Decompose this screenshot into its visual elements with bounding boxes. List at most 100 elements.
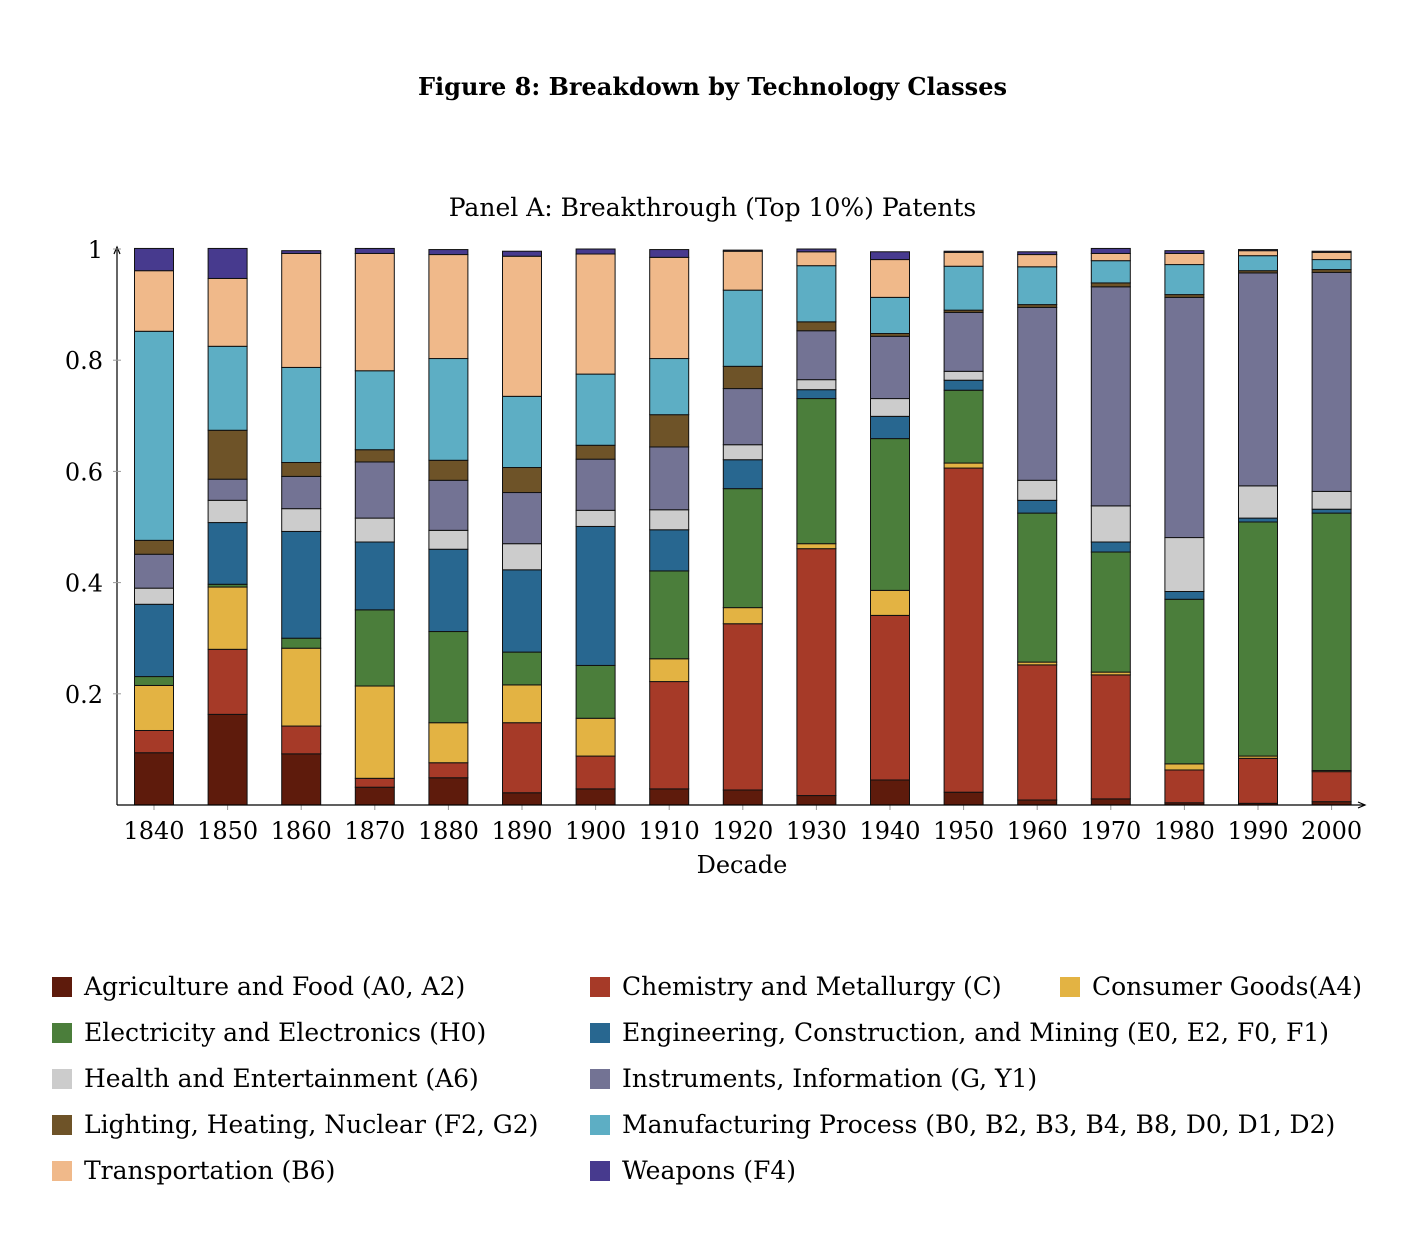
bar-segment-1910-9 — [649, 256, 690, 360]
bar-segment-1950-1 — [943, 467, 984, 793]
legend-label: Health and Entertainment (A6) — [84, 1064, 479, 1093]
bar-segment-1980-10 — [1164, 250, 1205, 254]
bar-segment-1960-0 — [1017, 799, 1058, 806]
bar-segment-1840-3 — [134, 676, 174, 686]
y-axis-arrow — [113, 245, 121, 255]
bar-segment-1960-4 — [1017, 499, 1058, 514]
bar-segment-1920-0 — [722, 789, 763, 806]
bar-segment-2000-6 — [1311, 271, 1352, 492]
x-tick-label: 1900 — [565, 817, 626, 845]
bar-segment-1900-2 — [575, 717, 616, 757]
x-tick-label: 1970 — [1080, 817, 1141, 845]
bar-segment-1930-1 — [796, 548, 837, 797]
x-tick-label: 1840 — [123, 817, 184, 845]
legend-swatch — [52, 1160, 72, 1181]
bar-segment-1850-0 — [207, 713, 248, 806]
bar-segment-2000-9 — [1311, 251, 1352, 261]
bar-segment-1970-4 — [1090, 541, 1131, 553]
legend-swatch — [590, 1114, 610, 1135]
bar-segment-1980-2 — [1164, 763, 1205, 771]
bar-segment-1900-9 — [575, 253, 616, 375]
bar-segment-1910-1 — [649, 681, 690, 790]
bar-segment-1910-5 — [649, 509, 690, 531]
bar-segment-1860-1 — [281, 725, 322, 755]
bar-segment-1900-4 — [575, 525, 616, 666]
y-tick-label: 1 — [88, 236, 103, 264]
bar-segment-1840-7 — [134, 539, 174, 555]
chart-title: Panel A: Breakthrough (Top 10%) Patents — [0, 193, 1425, 222]
bar-segment-1910-4 — [649, 529, 690, 572]
bar-segment-1910-2 — [649, 658, 690, 683]
bar-segment-1870-7 — [354, 449, 395, 463]
bar-segment-1920-7 — [722, 365, 763, 390]
y-tick-label: 0.4 — [65, 570, 103, 598]
y-tick-label: 0.2 — [65, 681, 103, 709]
bar-segment-1920-10 — [722, 249, 763, 252]
legend-label: Electricity and Electronics (H0) — [84, 1018, 487, 1047]
bar-segment-1990-5 — [1238, 485, 1278, 519]
bar-segment-1970-10 — [1090, 247, 1131, 254]
bar-segment-1980-5 — [1164, 537, 1205, 592]
bar-segment-1890-10 — [502, 250, 542, 257]
bar-segment-1920-6 — [722, 388, 763, 446]
bar-segment-1870-0 — [354, 786, 395, 806]
bar-segment-1840-8 — [134, 330, 174, 541]
figure-title: Figure 8: Breakdown by Technology Classe… — [418, 72, 1007, 101]
legend-swatch — [52, 1068, 72, 1089]
bar-segment-1910-7 — [649, 414, 690, 448]
bar-segment-1970-0 — [1090, 798, 1131, 806]
bar-segment-1940-8 — [870, 296, 910, 335]
bar-segment-2000-8 — [1311, 259, 1352, 271]
bar-segment-1950-5 — [943, 370, 984, 381]
legend-item: Engineering, Construction, and Mining (E… — [590, 1018, 1329, 1047]
legend-label: Engineering, Construction, and Mining (E… — [622, 1018, 1329, 1047]
bar-segment-1890-0 — [502, 792, 542, 806]
bar-segment-1880-3 — [428, 631, 469, 724]
legend-label: Weapons (F4) — [622, 1156, 797, 1185]
x-tick-label: 1870 — [344, 817, 405, 845]
legend-item: Consumer Goods(A4) — [1060, 972, 1362, 1001]
chart-title-text: Panel A: Breakthrough (Top 10%) Patents — [448, 193, 977, 222]
bar-segment-1930-4 — [796, 389, 837, 400]
y-tick-label: 0.8 — [65, 347, 103, 375]
bar-segment-1860-8 — [281, 366, 322, 464]
stacked-bar-chart: 1840 1850 1860 1870 1880 1890 1900 1910 1920 1930… — [65, 236, 1367, 879]
bar-segment-1940-0 — [870, 779, 910, 806]
legend-item: Weapons (F4) — [590, 1156, 796, 1185]
bar-segment-1860-9 — [281, 252, 322, 368]
y-tick-label: 0.6 — [65, 458, 103, 486]
bar-segment-1880-10 — [428, 249, 469, 256]
bar-segment-1900-5 — [575, 509, 616, 527]
bar-segment-1860-5 — [281, 508, 322, 532]
bar-segment-1850-10 — [207, 247, 248, 279]
bar-segment-1960-10 — [1017, 251, 1058, 256]
bar-segment-1990-6 — [1238, 272, 1278, 487]
x-tick-label: 2000 — [1301, 817, 1362, 845]
bar-segment-1940-3 — [870, 438, 910, 591]
bar-segment-1840-0 — [134, 752, 174, 806]
bar-segment-1960-3 — [1017, 512, 1058, 663]
bar-segment-1850-5 — [207, 499, 248, 524]
legend-swatch — [52, 1114, 72, 1135]
bar-segment-1880-6 — [428, 479, 469, 531]
bar-segment-1860-2 — [281, 647, 322, 727]
bar-segment-1950-3 — [943, 389, 984, 464]
x-axis-arrow — [1357, 801, 1367, 809]
bar-segment-1950-9 — [943, 251, 984, 267]
bar-segment-1970-6 — [1090, 286, 1131, 507]
legend-swatch — [590, 976, 610, 997]
bar-segment-1880-0 — [428, 777, 469, 806]
legend-label: Lighting, Heating, Nuclear (F2, G2) — [84, 1110, 539, 1139]
bar-segment-2000-1 — [1311, 771, 1352, 803]
bar-segment-1890-3 — [502, 651, 542, 686]
bar-segment-1940-10 — [870, 251, 910, 261]
x-tick-label: 1880 — [418, 817, 479, 845]
bars-group — [134, 247, 1352, 806]
bar-segment-1890-2 — [502, 684, 542, 724]
x-tick-label: 1930 — [786, 817, 847, 845]
bar-segment-1930-9 — [796, 251, 837, 267]
x-tick-label: 1890 — [491, 817, 552, 845]
legend-item: Transportation (B6) — [52, 1156, 335, 1185]
bar-segment-1860-10 — [281, 250, 322, 254]
bar-segment-1940-5 — [870, 398, 910, 417]
